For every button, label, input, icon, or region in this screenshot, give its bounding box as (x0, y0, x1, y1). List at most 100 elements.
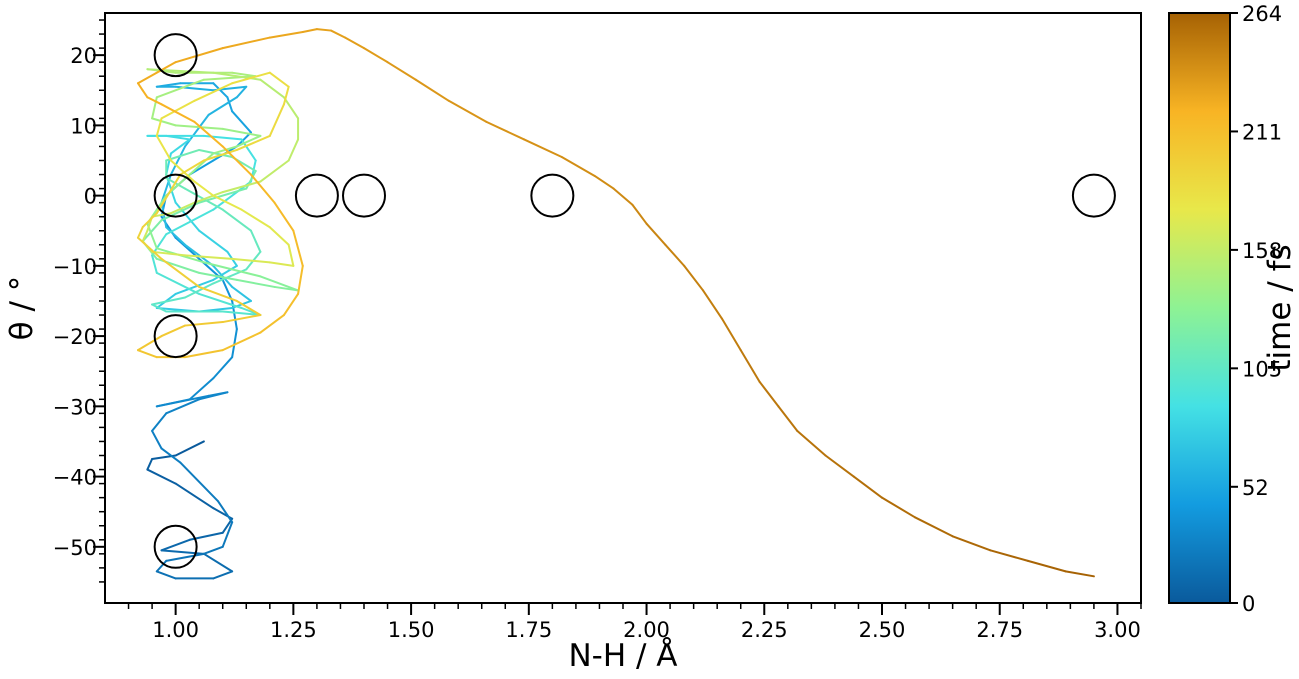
trajectory-segment (165, 148, 201, 162)
trajectory-segment (198, 229, 229, 253)
trajectory-segment (231, 257, 271, 264)
trajectory-segment (151, 250, 187, 257)
trajectory-segment (169, 201, 196, 215)
x-tick-label: 2.25 (741, 618, 788, 642)
trajectory-segment (184, 349, 224, 359)
trajectory-segment (151, 296, 187, 306)
trajectory-segment (136, 236, 163, 260)
trajectory-segment (989, 549, 1029, 562)
trajectory-segment (184, 321, 224, 327)
trajectory-segment (386, 61, 417, 81)
trajectory-segment (268, 103, 285, 137)
trajectory-segment (235, 131, 252, 148)
trajectory-segment (796, 429, 827, 457)
trajectory-segment (221, 127, 262, 137)
trajectory-segment (235, 278, 276, 288)
trajectory-segment (249, 173, 276, 204)
trajectory-segment (523, 138, 563, 158)
y-tick-label: −10 (53, 255, 97, 279)
trajectory-segment (217, 500, 234, 524)
trajectory-segment (155, 173, 182, 215)
colorbar-tick-label: 105 (1242, 357, 1282, 381)
trajectory-segment (169, 138, 191, 155)
trajectory-segment (259, 78, 285, 99)
trajectory-segment (212, 264, 238, 281)
trajectory-segment (174, 278, 215, 295)
trajectory-segment (287, 138, 300, 162)
colorbar-tick-label: 211 (1242, 120, 1282, 144)
trajectory-segment (136, 82, 144, 92)
trajectory-segment (160, 549, 205, 555)
trajectory-segment (758, 380, 780, 408)
trajectory-segment (193, 180, 215, 197)
trajectory-segment (268, 71, 290, 88)
trajectory-segment (221, 331, 262, 352)
trajectory-segment (221, 278, 234, 302)
x-axis-ticks: 1.00 1.25 1.50 1.75 2.00 2.25 2.50 2.75 3.00 (127, 603, 1142, 642)
trajectory-segment (259, 314, 285, 334)
trajectory-line (136, 28, 1095, 580)
trajectory-segment (485, 120, 526, 141)
trajectory-segment (202, 545, 224, 555)
trajectory-segment (240, 208, 271, 229)
trajectory-segment (184, 254, 234, 260)
trajectory-segment (212, 356, 234, 380)
trajectory-segment (720, 317, 742, 352)
trajectory-segment (273, 201, 295, 232)
x-tick-label: 1.25 (270, 618, 317, 642)
marker-circle (342, 173, 386, 218)
trajectory-segment (165, 226, 187, 246)
trajectory-segment (155, 117, 163, 137)
trajectory-segment (301, 28, 318, 33)
trajectory-segment (207, 391, 229, 397)
trajectory-segment (202, 148, 238, 162)
trajectory-segment (221, 180, 262, 194)
trajectory-segment (297, 264, 304, 295)
trajectory-segment (212, 570, 234, 580)
trajectory-segment (160, 538, 191, 552)
trajectory-segment (146, 458, 154, 471)
trajectory-segment (188, 377, 215, 401)
trajectory-segment (235, 134, 271, 151)
trajectory-segment (221, 208, 252, 232)
colorbar-ticks: 0 52 105 158 211 264 (1230, 2, 1282, 616)
trajectory-segment (702, 289, 723, 320)
colorbar (1168, 12, 1231, 604)
colorbar-tick-label: 158 (1242, 239, 1282, 263)
x-tick-label: 2.50 (859, 618, 906, 642)
trajectory-segment (221, 36, 271, 50)
trajectory-segment (141, 229, 149, 243)
trajectory-segment (221, 314, 262, 324)
trajectory-segment (165, 552, 205, 562)
trajectory-segment (282, 96, 300, 120)
marker-circle (153, 173, 198, 218)
trajectory-segment (198, 285, 238, 302)
trajectory-segment (155, 78, 205, 99)
trajectory-segment (146, 468, 177, 485)
y-tick-label: −30 (53, 395, 97, 419)
y-tick-label: −40 (53, 466, 97, 490)
trajectory-segment (174, 201, 201, 232)
trajectory-segment (221, 310, 262, 317)
marker-circle (153, 33, 198, 78)
trajectory-segment (612, 187, 634, 206)
trajectory-segment (184, 243, 215, 267)
trajectory-segment (198, 187, 248, 204)
trajectory-segment (160, 447, 182, 464)
trajectory-segment (330, 29, 347, 39)
trajectory-segment (136, 349, 158, 359)
trajectory-segment (141, 89, 149, 99)
trajectory-segment (169, 145, 187, 176)
trajectory-segment (226, 96, 234, 113)
trajectory-segment (151, 303, 168, 313)
trajectory-segment (913, 516, 954, 538)
trajectory-segment (151, 412, 168, 432)
trajectory-segment (155, 398, 191, 408)
trajectory-segment (683, 264, 705, 292)
trajectory-segment (169, 159, 196, 183)
trajectory-segment (664, 243, 686, 267)
x-tick-label: 1.00 (152, 618, 199, 642)
y-tick-label: −50 (53, 536, 97, 560)
x-tick-label: 2.75 (976, 618, 1023, 642)
